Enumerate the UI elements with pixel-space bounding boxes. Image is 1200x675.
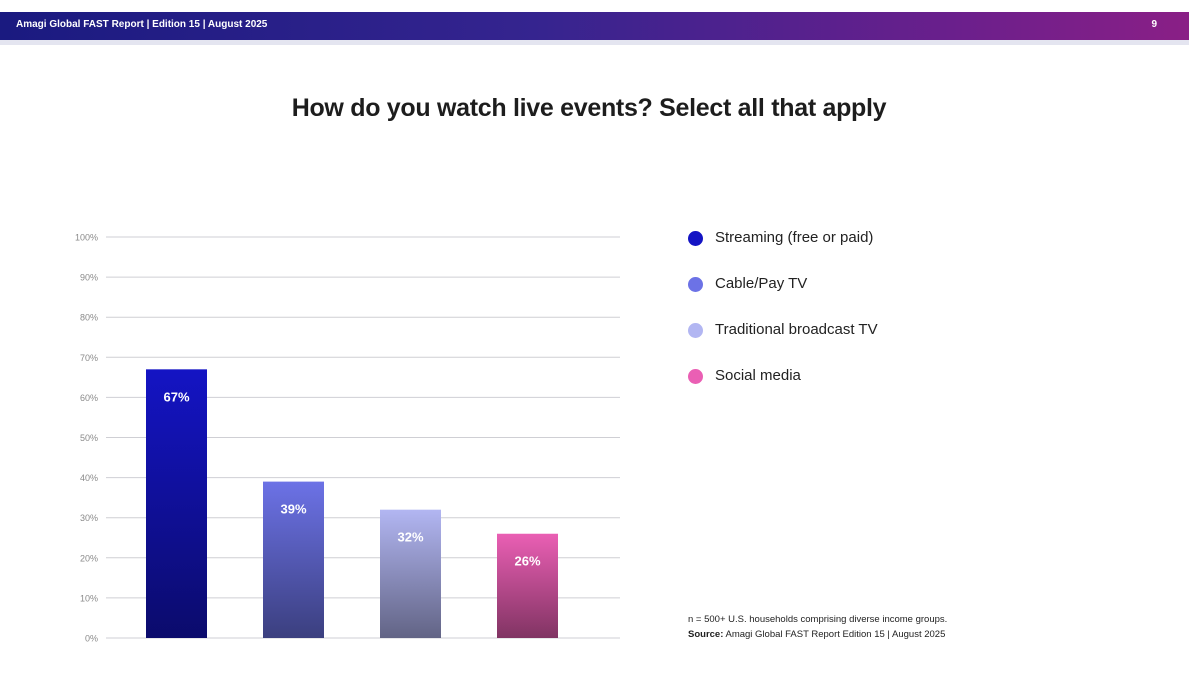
chart-title: How do you watch live events? Select all…	[291, 94, 887, 122]
bar	[380, 509, 441, 638]
report-header-bar: Amagi Global FAST Report | Edition 15 | …	[0, 12, 1189, 40]
y-tick-label: 60%	[80, 393, 98, 403]
source-note: Source: Amagi Global FAST Report Edition…	[688, 627, 947, 642]
source-text: Amagi Global FAST Report Edition 15 | Au…	[723, 629, 946, 640]
legend-swatch-cable	[688, 277, 703, 292]
legend-label-streaming: Streaming (free or paid)	[715, 229, 874, 246]
bar	[497, 533, 558, 638]
sample-note: n = 500+ U.S. households comprising dive…	[688, 614, 948, 625]
page-number: 9	[1151, 19, 1157, 30]
y-tick-label: 80%	[80, 313, 98, 323]
bar-value-label: 67%	[163, 389, 189, 404]
bar	[146, 369, 207, 638]
bars	[146, 369, 558, 638]
legend-swatch-streaming	[688, 231, 703, 246]
y-tick-label: 30%	[80, 513, 98, 523]
bar-value-label: 39%	[280, 502, 306, 517]
bar-value-labels: 67% 39% 32% 26%	[163, 389, 540, 568]
legend-swatch-broadcast	[688, 323, 703, 338]
bar-chart: 0% 10% 20% 30% 40% 50% 60% 70% 80% 90% 100% 67% 39%…	[75, 233, 620, 644]
report-title: Amagi Global FAST Report | Edition 15 | …	[16, 19, 268, 30]
y-tick-label: 90%	[80, 273, 98, 283]
y-tick-label: 10%	[80, 593, 98, 603]
legend-swatch-social	[688, 369, 703, 384]
bar-value-label: 32%	[397, 530, 423, 545]
y-tick-label: 100%	[75, 233, 98, 243]
y-tick-label: 70%	[80, 353, 98, 363]
y-tick-label: 0%	[85, 634, 98, 644]
legend-label-cable: Cable/Pay TV	[715, 275, 808, 292]
source-label: Source:	[688, 629, 724, 640]
y-tick-label: 50%	[80, 433, 98, 443]
legend-label-broadcast: Traditional broadcast TV	[715, 321, 878, 338]
bar	[263, 481, 324, 638]
legend-label-social: Social media	[715, 367, 801, 384]
y-tick-label: 40%	[80, 473, 98, 483]
y-tick-label: 20%	[80, 553, 98, 563]
chart-footnote: n = 500+ U.S. households comprising dive…	[688, 612, 947, 642]
header-divider	[0, 40, 1189, 45]
bar-value-label: 26%	[514, 554, 540, 569]
